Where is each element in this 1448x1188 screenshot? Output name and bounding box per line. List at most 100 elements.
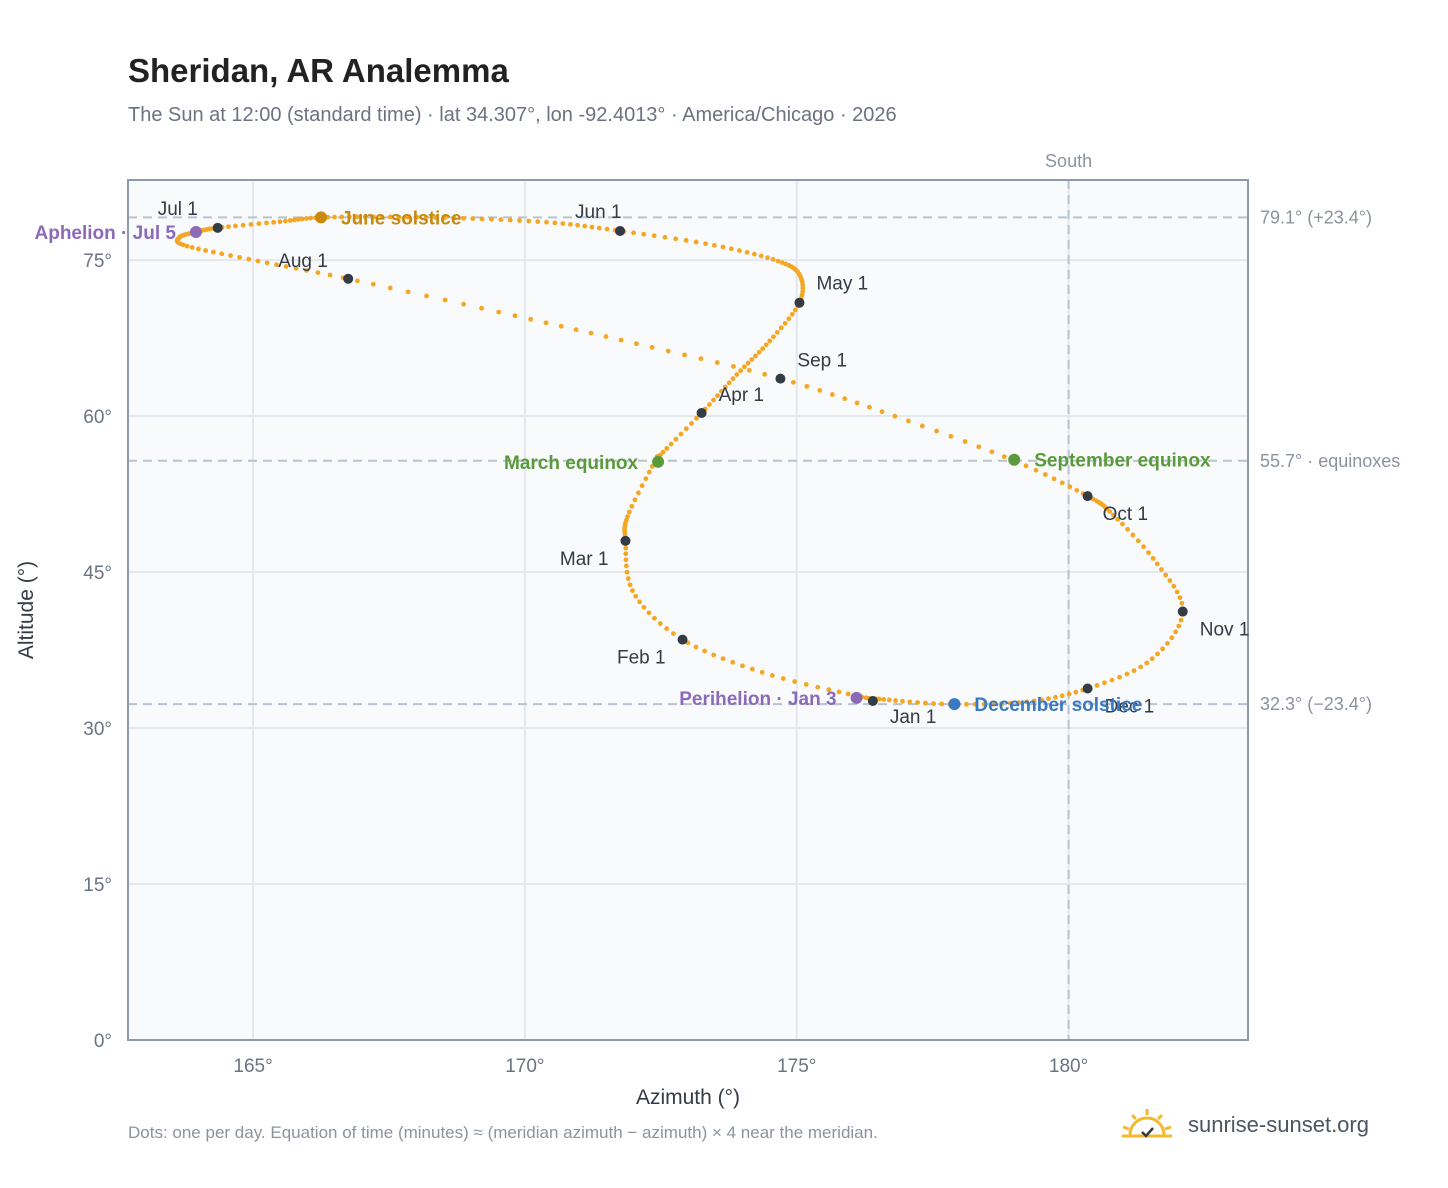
- day-dot: [637, 599, 642, 605]
- day-dot: [972, 701, 978, 707]
- month-marker: [677, 634, 688, 645]
- day-dot: [740, 663, 745, 669]
- day-dot: [1154, 561, 1160, 567]
- day-dot: [274, 262, 279, 268]
- day-dot: [1160, 646, 1166, 652]
- day-dot: [826, 687, 832, 693]
- month-label: May 1: [816, 274, 868, 295]
- day-dot: [1016, 700, 1022, 706]
- day-dot: [767, 338, 773, 344]
- day-dot: [184, 243, 190, 249]
- month-label: Dec 1: [1105, 697, 1155, 718]
- day-dot: [461, 215, 466, 221]
- day-dot: [1131, 668, 1137, 674]
- day-dot: [567, 221, 573, 227]
- day-dot: [255, 258, 261, 264]
- day-dot: [196, 246, 201, 252]
- event-label: September equinox: [1034, 451, 1211, 472]
- day-dot: [1042, 472, 1048, 477]
- day-dot: [1165, 640, 1170, 646]
- day-dot: [1150, 555, 1156, 561]
- month-marker: [1082, 491, 1093, 502]
- day-dot: [720, 244, 726, 250]
- x-tick-label: 180°: [1049, 1056, 1088, 1077]
- day-dot: [990, 701, 996, 707]
- event-marker: [189, 225, 202, 238]
- day-dot: [332, 214, 337, 220]
- day-dot: [624, 569, 630, 575]
- day-dot: [387, 214, 393, 220]
- day-dot: [604, 226, 610, 232]
- day-dot: [678, 431, 684, 437]
- day-dot: [749, 666, 755, 672]
- day-dot: [442, 297, 448, 303]
- day-dot: [722, 384, 728, 390]
- day-dot: [976, 444, 982, 450]
- day-dot: [1163, 572, 1169, 578]
- day-dot: [763, 342, 769, 348]
- day-dot: [291, 217, 297, 223]
- day-dot: [189, 245, 195, 250]
- day-dot: [237, 254, 243, 260]
- month-marker: [343, 273, 354, 284]
- day-dot: [219, 251, 225, 257]
- day-dot: [264, 220, 269, 226]
- day-dot: [1174, 589, 1180, 595]
- month-label: Jul 1: [158, 199, 198, 220]
- x-tick-label: 175°: [777, 1056, 816, 1077]
- day-dot: [765, 255, 770, 261]
- day-dot: [560, 221, 566, 227]
- day-dot: [742, 364, 747, 370]
- day-dot: [293, 265, 299, 271]
- day-dot: [339, 214, 345, 220]
- day-dot: [962, 439, 968, 444]
- day-dot: [931, 701, 937, 706]
- day-dot: [496, 309, 502, 315]
- day-dot: [1094, 682, 1100, 688]
- day-dot: [1059, 693, 1065, 699]
- event-label: Perihelion · Jan 3: [679, 689, 836, 710]
- day-dot: [371, 214, 376, 220]
- day-dot: [643, 476, 649, 482]
- day-dot: [535, 219, 541, 224]
- day-dot: [745, 360, 751, 366]
- day-dot: [1053, 694, 1058, 700]
- chart-title: Sheridan, AR Analemma: [128, 52, 509, 89]
- day-dot: [670, 631, 676, 637]
- month-label: Jun 1: [575, 202, 621, 223]
- day-dot: [1059, 480, 1065, 486]
- day-dot: [665, 348, 671, 354]
- day-dot: [308, 215, 314, 221]
- day-dot: [1024, 699, 1030, 705]
- day-dot: [948, 433, 954, 439]
- day-dot: [623, 563, 629, 569]
- day-dot: [240, 222, 246, 228]
- event-label: Aphelion · Jul 5: [35, 223, 177, 244]
- day-dot: [1046, 696, 1051, 702]
- day-dot: [923, 700, 928, 706]
- day-dot: [287, 218, 293, 223]
- y-tick-label: 75°: [83, 251, 112, 272]
- day-dot: [1073, 689, 1079, 695]
- day-dot: [1149, 656, 1155, 662]
- day-dot: [759, 669, 765, 675]
- day-dot: [442, 215, 448, 221]
- day-dot: [694, 415, 699, 421]
- day-dot: [405, 214, 411, 220]
- day-dot: [625, 576, 631, 581]
- day-dot: [1141, 544, 1146, 550]
- plot-frame: [127, 179, 1249, 1041]
- brand-link[interactable]: sunrise-sunset.org: [1120, 1100, 1369, 1150]
- day-dot: [295, 217, 301, 222]
- day-dot: [774, 329, 780, 335]
- month-marker: [775, 373, 786, 384]
- brand-text: sunrise-sunset.org: [1188, 1112, 1369, 1137]
- day-dot: [1007, 700, 1013, 706]
- day-dot: [271, 219, 277, 225]
- day-dot: [786, 316, 792, 322]
- day-dot: [414, 214, 420, 220]
- day-dot: [623, 557, 629, 563]
- day-dot: [528, 316, 534, 322]
- day-dot: [919, 423, 925, 429]
- month-marker: [620, 535, 631, 546]
